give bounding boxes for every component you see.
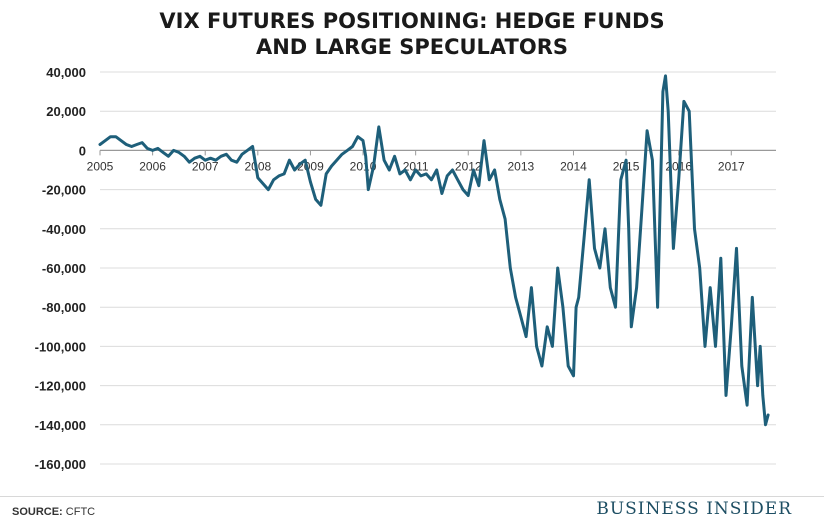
x-tick-label: 2013	[508, 159, 535, 173]
x-tick-label: 2012	[455, 159, 482, 173]
x-tick-label: 2005	[87, 159, 114, 173]
footer-divider	[0, 496, 824, 497]
y-tick-label: -160,000	[35, 457, 86, 472]
y-tick-label: -80,000	[42, 300, 86, 315]
y-tick-label: -100,000	[35, 339, 86, 354]
business-insider-logo: BUSINESS INSIDER	[596, 499, 792, 519]
x-tick-label: 2017	[718, 159, 745, 173]
chart-title-line-1: VIX FUTURES POSITIONING: HEDGE FUNDS	[159, 9, 665, 33]
y-tick-label: 20,000	[46, 104, 86, 119]
series-line	[98, 74, 770, 427]
y-tick-label: -120,000	[35, 379, 86, 394]
y-tick-label: 40,000	[46, 65, 86, 80]
x-tick-label: 2010	[350, 159, 377, 173]
x-tick-label: 2008	[244, 159, 271, 173]
y-tick-label: -40,000	[42, 222, 86, 237]
grid-lines	[99, 71, 776, 465]
source-value: CFTC	[65, 506, 96, 518]
series-group	[98, 74, 770, 427]
x-tick-label: 2011	[403, 159, 429, 173]
y-axis-tick-labels: 40,000 20,000 0 -20,000 -40,000 -60,000 -80,00…	[35, 65, 86, 472]
chart-title: VIX FUTURES POSITIONING: HEDGE FUNDS AND…	[0, 8, 824, 60]
source-label: SOURCE:	[12, 506, 63, 518]
x-tick-label: 2007	[192, 159, 219, 173]
y-tick-label: -20,000	[42, 183, 86, 198]
source-note: SOURCE: CFTC	[12, 506, 95, 518]
y-tick-label: -60,000	[42, 261, 86, 276]
y-tick-label: 0	[79, 143, 86, 158]
x-tick-label: 2014	[560, 159, 587, 173]
y-tick-label: -140,000	[35, 418, 86, 433]
chart-title-line-2: AND LARGE SPECULATORS	[255, 35, 569, 59]
x-tick-label: 2006	[139, 159, 166, 173]
